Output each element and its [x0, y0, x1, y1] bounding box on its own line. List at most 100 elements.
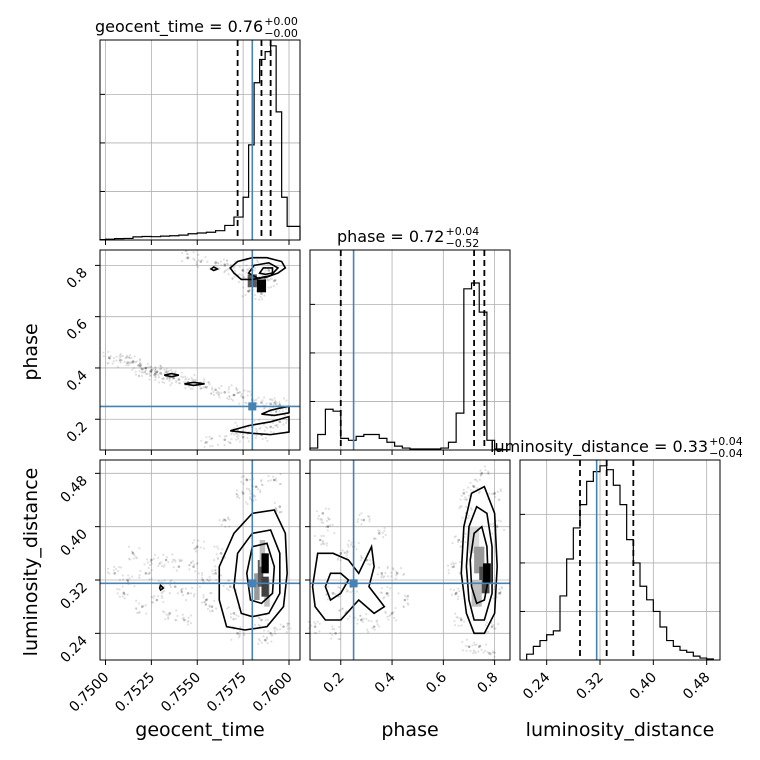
- sample-point: [227, 440, 230, 444]
- sample-point: [336, 558, 339, 561]
- sample-point: [221, 548, 224, 551]
- sample-point: [458, 507, 461, 510]
- sample-point: [206, 597, 209, 601]
- density-bin: [256, 279, 267, 293]
- sample-point: [241, 269, 244, 272]
- sample-point: [131, 552, 135, 555]
- sample-point: [223, 264, 227, 267]
- sample-point: [355, 548, 358, 551]
- sample-point: [326, 529, 329, 532]
- sample-point: [381, 574, 384, 577]
- sample-point: [195, 262, 198, 265]
- sample-point: [167, 561, 170, 564]
- sample-point: [321, 539, 325, 543]
- sample-point: [246, 436, 249, 440]
- sample-point: [480, 472, 484, 475]
- sample-point: [255, 398, 258, 401]
- sample-point: [145, 373, 148, 376]
- sample-point: [151, 601, 154, 604]
- sample-point: [170, 579, 173, 582]
- sample-point: [201, 574, 204, 577]
- sample-point: [366, 559, 369, 562]
- sample-point: [459, 498, 462, 501]
- sample-point: [216, 261, 219, 264]
- sample-point: [138, 359, 141, 362]
- sample-point: [266, 618, 270, 621]
- sample-point: [212, 390, 215, 394]
- sample-point: [238, 391, 241, 394]
- sample-point: [184, 375, 187, 378]
- sample-point: [132, 361, 135, 365]
- sample-point: [184, 598, 188, 602]
- sample-point: [252, 495, 255, 498]
- sample-point: [273, 401, 276, 404]
- sample-point: [458, 560, 461, 564]
- sample-point: [321, 542, 324, 545]
- sample-point: [215, 392, 218, 395]
- sample-point: [479, 474, 482, 477]
- sample-point: [498, 498, 501, 501]
- sample-point: [221, 519, 224, 523]
- sample-point: [248, 289, 251, 292]
- sample-point: [257, 637, 261, 641]
- sample-point: [161, 380, 164, 384]
- sample-point: [497, 519, 500, 522]
- sample-point: [372, 625, 376, 628]
- sample-point: [162, 600, 165, 604]
- sample-point: [115, 359, 118, 362]
- sample-point: [154, 365, 157, 369]
- sample-point: [486, 650, 489, 654]
- sample-point: [362, 617, 365, 620]
- sample-point: [200, 439, 203, 442]
- sample-point: [238, 630, 242, 633]
- sample-point: [452, 588, 456, 591]
- sample-point: [206, 260, 209, 263]
- title-minus-error: −0.04: [709, 447, 743, 460]
- sample-point: [192, 378, 195, 382]
- sample-point: [383, 529, 386, 532]
- sample-point: [151, 601, 154, 604]
- sample-point: [347, 539, 351, 542]
- x-tick-label: 0.48: [680, 670, 713, 703]
- sample-point: [362, 518, 366, 522]
- sample-point: [225, 587, 229, 590]
- x-tick-labels-luminosity-distance: 0.24 0.32 0.40 0.48: [520, 669, 713, 702]
- y-tick-label: 0.32: [57, 580, 90, 613]
- sample-point: [253, 293, 256, 297]
- sample-point: [237, 434, 240, 437]
- sample-point: [238, 440, 242, 443]
- sample-point: [266, 427, 269, 430]
- sample-point: [460, 540, 463, 543]
- sample-point: [464, 540, 467, 544]
- sample-point: [189, 387, 192, 390]
- y-axis-label-phase: phase: [20, 323, 42, 380]
- sample-point: [161, 377, 164, 380]
- sample-point: [286, 627, 289, 630]
- sample-point: [160, 561, 163, 564]
- sample-point: [134, 373, 138, 376]
- sample-point: [368, 558, 372, 562]
- sample-point: [216, 443, 220, 446]
- sample-point: [130, 361, 133, 364]
- sample-point: [384, 610, 387, 613]
- sample-point: [471, 485, 475, 488]
- sample-point: [165, 368, 168, 371]
- sample-point: [163, 611, 166, 614]
- sample-point: [238, 402, 241, 405]
- sample-point: [406, 602, 409, 605]
- sample-point: [373, 628, 376, 631]
- sample-point: [235, 493, 238, 496]
- sample-point: [272, 478, 275, 482]
- sample-point: [406, 594, 410, 597]
- sample-point: [267, 269, 271, 272]
- sample-point: [181, 617, 184, 620]
- sample-point: [214, 264, 217, 267]
- sample-point: [140, 363, 143, 366]
- sample-point: [258, 624, 261, 628]
- sample-point: [148, 563, 151, 567]
- sample-point: [231, 399, 235, 402]
- sample-point: [149, 374, 152, 377]
- sample-point: [133, 355, 136, 358]
- sample-point: [493, 492, 496, 495]
- sample-point: [394, 606, 397, 610]
